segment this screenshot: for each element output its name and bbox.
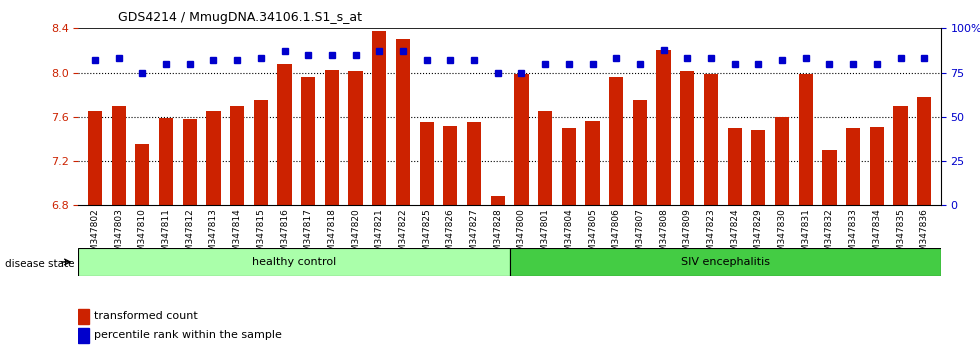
- Bar: [419, 122, 434, 354]
- Bar: [799, 74, 812, 354]
- Bar: [822, 150, 837, 354]
- Bar: [254, 100, 268, 354]
- Bar: [775, 117, 789, 354]
- Bar: [301, 77, 316, 354]
- Bar: [491, 196, 505, 354]
- Bar: [88, 111, 102, 354]
- Text: healthy control: healthy control: [252, 257, 336, 267]
- Bar: [894, 106, 907, 354]
- Bar: [562, 128, 576, 354]
- Bar: [78, 328, 89, 343]
- Bar: [680, 72, 695, 354]
- Bar: [135, 144, 150, 354]
- Text: SIV encephalitis: SIV encephalitis: [681, 257, 769, 267]
- Bar: [846, 128, 860, 354]
- Bar: [704, 74, 718, 354]
- Bar: [633, 100, 647, 354]
- Bar: [324, 70, 339, 354]
- Bar: [182, 119, 197, 354]
- Text: GDS4214 / MmugDNA.34106.1.S1_s_at: GDS4214 / MmugDNA.34106.1.S1_s_at: [118, 11, 362, 24]
- Bar: [514, 74, 528, 354]
- Bar: [159, 118, 173, 354]
- Bar: [230, 106, 244, 354]
- Bar: [466, 122, 481, 354]
- Bar: [372, 30, 386, 354]
- Bar: [349, 72, 363, 354]
- Bar: [277, 64, 292, 354]
- Bar: [727, 128, 742, 354]
- Bar: [869, 127, 884, 354]
- Bar: [917, 97, 931, 354]
- Bar: [396, 39, 410, 354]
- Bar: [443, 126, 458, 354]
- Bar: [78, 309, 89, 324]
- Bar: [207, 111, 220, 354]
- Bar: [538, 111, 553, 354]
- Bar: [585, 121, 600, 354]
- Text: transformed count: transformed count: [94, 311, 198, 321]
- Text: disease state: disease state: [5, 259, 74, 269]
- Bar: [610, 77, 623, 354]
- Bar: [752, 130, 765, 354]
- Bar: [112, 106, 125, 354]
- Text: percentile rank within the sample: percentile rank within the sample: [94, 330, 282, 341]
- Bar: [657, 51, 670, 354]
- Bar: [510, 248, 941, 276]
- Bar: [78, 248, 510, 276]
